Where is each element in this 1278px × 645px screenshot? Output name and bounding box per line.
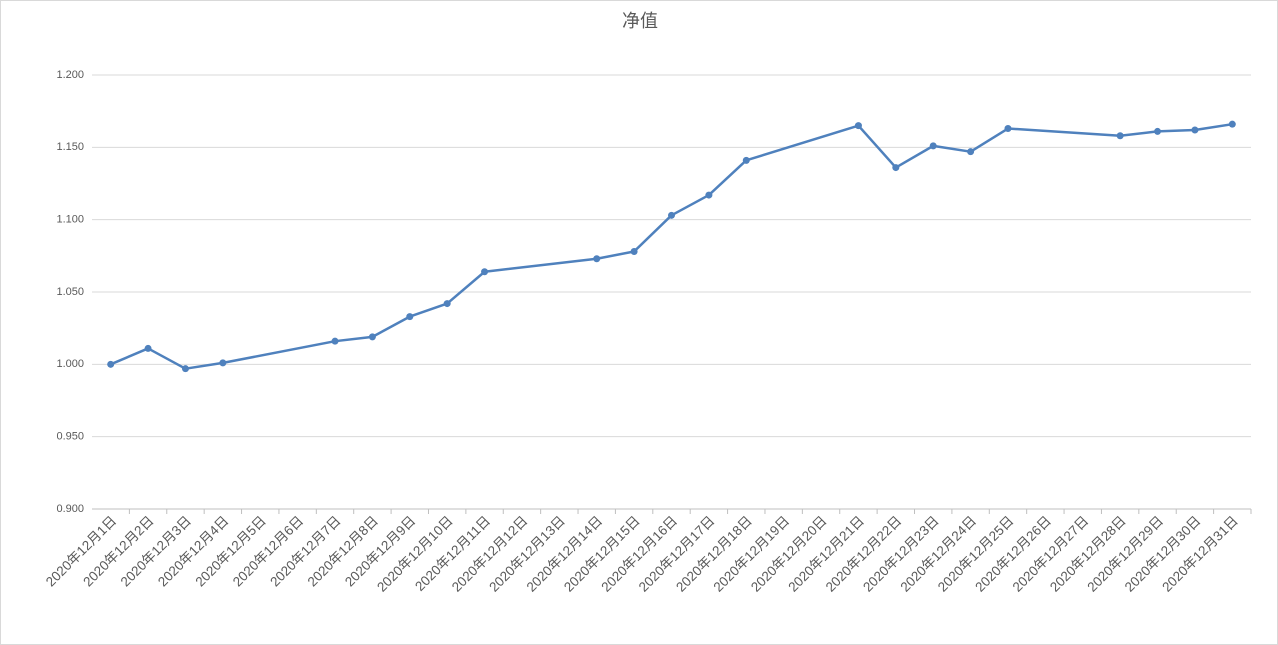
- data-point: [929, 142, 937, 150]
- data-point: [967, 148, 975, 156]
- data-point: [630, 247, 638, 255]
- y-tick-label: 1.050: [56, 286, 84, 298]
- data-point: [107, 360, 115, 368]
- data-point: [1154, 127, 1162, 135]
- y-tick-label: 0.950: [56, 431, 84, 443]
- data-point: [144, 344, 152, 352]
- data-point: [892, 164, 900, 172]
- data-point: [481, 268, 489, 276]
- data-point: [219, 359, 227, 367]
- y-tick-label: 1.150: [56, 141, 84, 153]
- data-point: [181, 365, 189, 373]
- data-point: [705, 191, 713, 199]
- y-tick-label: 0.900: [56, 503, 84, 515]
- y-tick-label: 1.100: [56, 214, 84, 226]
- chart-title: 净值: [622, 11, 658, 31]
- data-point: [742, 156, 750, 164]
- data-point: [1004, 125, 1012, 133]
- data-point: [368, 333, 376, 341]
- data-point: [331, 337, 339, 345]
- y-tick-label: 1.200: [56, 69, 84, 81]
- data-point: [854, 122, 862, 130]
- y-tick-label: 1.000: [56, 358, 84, 370]
- data-point: [406, 313, 414, 321]
- data-point: [1116, 132, 1124, 140]
- data-point: [668, 211, 675, 219]
- data-point: [1191, 126, 1199, 134]
- data-point: [1228, 120, 1236, 128]
- data-point: [593, 255, 601, 263]
- data-point: [443, 300, 451, 308]
